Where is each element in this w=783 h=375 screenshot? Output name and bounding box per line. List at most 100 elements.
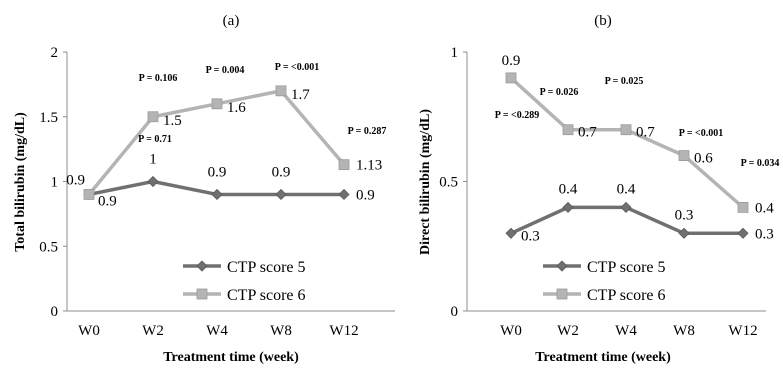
p-value-annotation: P = 0.025 <box>605 76 644 87</box>
data-label: 0.4 <box>559 181 578 197</box>
p-value-annotation: P = 0.004 <box>206 65 245 76</box>
panel-a-series <box>83 85 350 201</box>
legend-label: CTP score 6 <box>587 287 666 304</box>
panel-b-data-labels-ctp5: 0.3 0.4 0.4 0.3 0.3 <box>521 181 774 244</box>
panel-b: (b) Direct bilirubin (mg/dL) Treatment t… <box>418 13 779 365</box>
panel-b-x-axis-title: Treatment time (week) <box>535 350 671 365</box>
data-label: 0.3 <box>755 226 774 242</box>
data-point <box>678 150 690 162</box>
p-value-annotation: P = <0.289 <box>495 110 539 121</box>
legend-swatch-marker <box>556 260 568 272</box>
panel-a-y-tick-label: 1.5 <box>39 110 58 126</box>
panel-a-legend: CTP score 5 CTP score 6 <box>183 259 306 304</box>
panel-a-x-axis-title: Treatment time (week) <box>163 350 299 365</box>
data-label: 0.7 <box>578 125 597 141</box>
panel-b-series <box>505 72 749 239</box>
panel-b-y-tick-label: 0 <box>451 304 459 320</box>
panel-a-x-tick-label: W4 <box>206 323 228 339</box>
panel-a-y-axis-title: Total bilirubin (mg/dL) <box>13 112 28 252</box>
data-label: 0.9 <box>98 193 117 209</box>
panel-a-label: (a) <box>223 13 240 29</box>
data-point <box>211 98 223 110</box>
p-value-annotation: P = 0.106 <box>139 73 178 84</box>
p-value-annotation: P = 0.287 <box>348 126 387 137</box>
data-label: 0.4 <box>617 181 636 197</box>
data-label: 0.9 <box>502 53 521 69</box>
data-label: 0.9 <box>272 164 291 180</box>
p-value-annotation: P = <0.001 <box>679 128 723 139</box>
data-point <box>678 227 690 239</box>
data-point <box>505 72 517 84</box>
data-label: 0.3 <box>675 207 694 223</box>
legend-label: CTP score 5 <box>587 259 666 276</box>
panel-b-data-labels-ctp6: 0.9 0.7 0.7 0.6 0.4 <box>502 53 775 216</box>
data-point <box>737 227 749 239</box>
panel-b-y-tick-label: 0.5 <box>439 175 458 191</box>
data-label: 1.6 <box>227 100 246 116</box>
data-point <box>737 201 749 213</box>
legend-label: CTP score 6 <box>227 287 306 304</box>
panel-b-label: (b) <box>594 13 612 29</box>
panel-a-x-tick-label: W2 <box>142 323 164 339</box>
panel-b-x-tick-label: W12 <box>728 323 757 339</box>
legend-swatch-marker <box>556 288 568 300</box>
legend-label: CTP score 5 <box>227 259 306 276</box>
data-point <box>275 85 287 97</box>
data-point <box>505 227 517 239</box>
data-point <box>338 159 350 171</box>
data-label: 1.7 <box>291 87 310 103</box>
data-point <box>562 201 574 213</box>
panel-b-p-values: P = <0.289 P = 0.026 P = 0.025 P = <0.00… <box>495 76 780 169</box>
data-point <box>211 188 223 201</box>
panel-a-x-tick-label: W12 <box>329 323 358 339</box>
panel-a-p-values: P = 0.106 P = 0.71 P = 0.004 P = <0.001 … <box>138 62 386 145</box>
p-value-annotation: P = 0.026 <box>540 87 579 98</box>
data-point <box>147 111 159 123</box>
panel-b-y-tick-labels: 0 0.5 1 <box>439 45 458 320</box>
data-label: 0.4 <box>755 200 774 216</box>
panel-b-y-axis-title: Direct bilirubin (mg/dL) <box>418 109 433 255</box>
panel-a-x-tick-labels: W0 W2 W4 W8 W12 <box>78 323 358 339</box>
panel-a-axes <box>63 51 395 312</box>
panel-a-x-tick-label: W0 <box>78 323 100 339</box>
data-point <box>338 188 350 201</box>
panel-b-x-tick-labels: W0 W2 W4 W8 W12 <box>500 323 757 339</box>
data-label: 0.7 <box>636 125 655 141</box>
panel-a-y-tick-label: 0.5 <box>39 239 58 255</box>
panel-a-x-tick-label: W8 <box>270 323 292 339</box>
data-point <box>562 124 574 136</box>
panel-a-y-tick-label: 0 <box>51 304 59 320</box>
legend-swatch-marker <box>196 288 208 300</box>
data-point <box>620 201 632 213</box>
p-value-annotation: P = 0.71 <box>138 134 172 145</box>
panel-a-y-tick-label: 2 <box>51 45 59 61</box>
panel-b-x-tick-label: W0 <box>500 323 522 339</box>
panel-a-data-labels-ctp5: 0.9 1 0.9 0.9 0.9 <box>98 152 375 210</box>
data-point <box>83 189 95 200</box>
panel-a-data-labels-ctp6: 0.9 1.5 1.6 1.7 1.13 <box>66 87 382 189</box>
p-value-annotation: P = <0.001 <box>275 62 319 73</box>
data-label: 1.5 <box>163 113 182 129</box>
panel-a: (a) Total bilirubin (mg/dL) Treatment ti… <box>13 13 395 365</box>
panel-a-y-tick-label: 1 <box>51 175 59 191</box>
legend-swatch-marker <box>196 260 208 272</box>
data-point <box>147 175 159 188</box>
data-label: 1 <box>149 152 157 168</box>
panel-b-x-tick-label: W4 <box>615 323 637 339</box>
panel-b-x-tick-label: W2 <box>557 323 579 339</box>
panel-b-axes <box>463 51 766 312</box>
panel-b-x-tick-label: W8 <box>673 323 695 339</box>
panel-b-legend: CTP score 5 CTP score 6 <box>543 259 666 304</box>
data-point <box>275 188 287 201</box>
data-label: 0.6 <box>694 151 713 167</box>
data-point <box>620 124 632 136</box>
panel-b-y-tick-label: 1 <box>451 45 459 61</box>
data-label: 0.9 <box>356 187 375 203</box>
data-label: 1.13 <box>356 158 382 174</box>
panel-a-y-tick-labels: 0 0.5 1 1.5 2 <box>39 45 58 320</box>
data-label: 0.9 <box>208 164 227 180</box>
data-label: 0.3 <box>521 228 540 244</box>
data-label: 0.9 <box>66 172 85 188</box>
p-value-annotation: P = 0.034 <box>741 158 780 169</box>
